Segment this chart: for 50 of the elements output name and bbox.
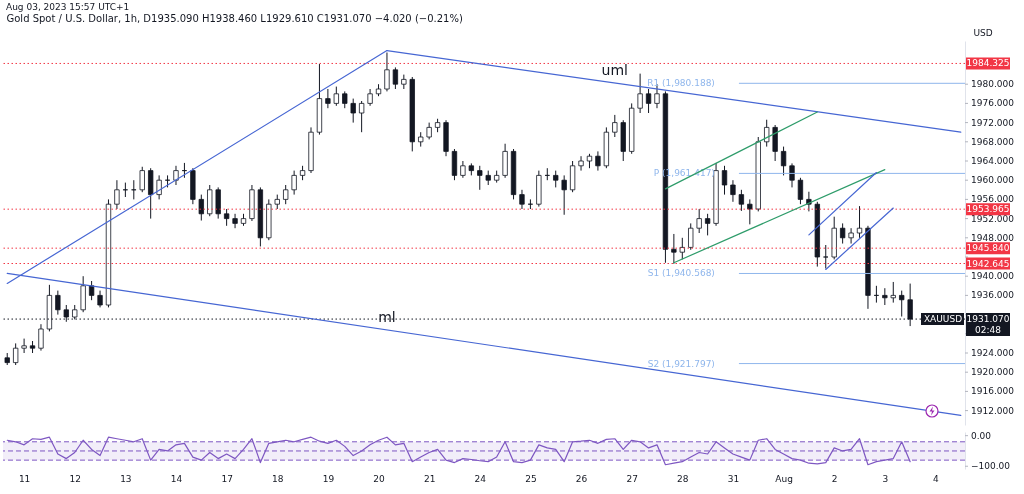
y-tick-label: 1968.000 <box>971 136 1015 147</box>
y-tick-label: 1936.000 <box>971 290 1015 301</box>
annotation: XAUUSD <box>923 314 963 325</box>
y-tick-label: 1960.000 <box>971 175 1015 186</box>
x-tick-label: 17 <box>221 473 233 484</box>
x-tick-label: 3 <box>882 473 889 484</box>
x-tick-label: 4 <box>933 473 940 484</box>
x-tick-label: 2 <box>831 473 838 484</box>
ref-line-label: 1942.645 <box>966 258 1010 269</box>
series-label: uml <box>601 62 628 78</box>
y-tick-label: 1948.000 <box>971 232 1015 243</box>
x-tick-label: 18 <box>272 473 284 484</box>
y-tick-label: 1972.000 <box>971 117 1015 128</box>
y-tick-label: 0.00 <box>971 430 992 441</box>
x-tick-label: 14 <box>170 473 183 484</box>
y-tick-label: 1956.000 <box>971 194 1015 205</box>
x-tick-label: 21 <box>423 473 436 484</box>
ref-line-label: 1945.840 <box>966 243 1010 254</box>
y-tick-label: 1912.000 <box>971 405 1015 416</box>
x-tick-label: 12 <box>69 473 81 484</box>
x-tick-label: 28 <box>677 473 689 484</box>
y-tick-label: 1920.000 <box>971 367 1015 378</box>
x-tick-label: 25 <box>525 473 537 484</box>
x-tick-label: 26 <box>575 473 588 484</box>
x-tick-label: 11 <box>18 473 31 484</box>
series-label: ml <box>378 308 396 325</box>
y-tick-label: 1980.000 <box>971 79 1015 90</box>
y-tick-label: 1976.000 <box>971 98 1015 109</box>
ref-line-label: 1984.325 <box>966 58 1010 69</box>
text: Aug 03, 2023 15:57 UTC+1 <box>6 1 131 14</box>
y-tick-label: 1952.000 <box>971 213 1015 224</box>
ref-line-label: 1953.965 <box>966 204 1010 215</box>
y-tick-label: 1964.000 <box>971 156 1015 166</box>
ref-line-label: 1931.070 02:48 <box>966 314 1010 336</box>
x-tick-label: 27 <box>626 473 638 484</box>
y-tick-label: 1924.000 <box>971 348 1015 358</box>
x-tick-label: 13 <box>120 473 132 484</box>
x-tick-label: 31 <box>727 473 740 484</box>
x-tick-label: Aug <box>775 473 793 484</box>
ref-line-label: S1 (1,940.568) <box>647 268 715 279</box>
y-tick-label: −100.00 <box>971 461 1011 472</box>
x-tick-label: 20 <box>373 473 386 484</box>
x-tick-label: 19 <box>322 473 335 484</box>
chart-title: Gold Spot / U.S. Dollar, 1h, D1935.090 H1938.460 L1929.610 C1931.070 −4.020 (−0.21%) <box>6 13 463 24</box>
y-tick-label: 1916.000 <box>971 386 1015 397</box>
ref-line-label: S2 (1,921.797) <box>647 358 715 369</box>
x-tick-label: 24 <box>474 473 487 484</box>
ref-line-label: R1 (1,980.188) <box>647 78 715 89</box>
y-axis-title: USD <box>973 27 993 38</box>
y-tick-label: 1940.000 <box>971 271 1015 282</box>
